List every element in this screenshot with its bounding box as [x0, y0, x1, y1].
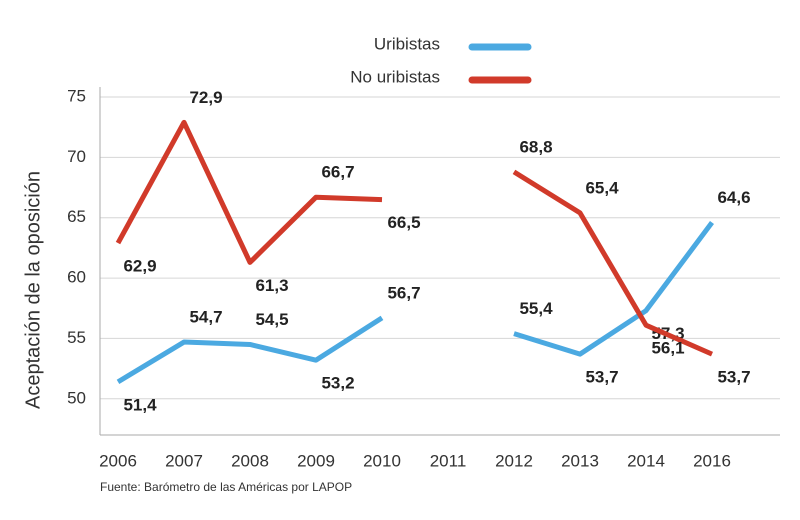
y-tick-label: 50	[67, 388, 86, 407]
y-tick-label: 60	[67, 268, 86, 287]
y-tick-label: 70	[67, 147, 86, 166]
data-label: 64,6	[717, 188, 750, 207]
data-label: 56,1	[651, 339, 684, 358]
data-label: 66,5	[387, 213, 420, 232]
x-tick-label: 2009	[297, 451, 335, 470]
x-tick-label: 2010	[363, 451, 401, 470]
data-label: 54,7	[189, 308, 222, 327]
y-tick-label: 75	[67, 86, 86, 105]
y-tick-label: 55	[67, 328, 86, 347]
data-label: 51,4	[123, 395, 157, 414]
x-tick-label: 2013	[561, 451, 599, 470]
data-label: 66,7	[321, 163, 354, 182]
data-label: 62,9	[123, 257, 156, 276]
x-tick-label: 2008	[231, 451, 269, 470]
x-tick-label: 2006	[99, 451, 137, 470]
series-line	[116, 221, 715, 385]
data-label: 54,5	[255, 310, 288, 329]
x-tick-label: 2016	[693, 451, 731, 470]
data-label: 61,3	[255, 276, 288, 295]
x-tick-label: 2014	[627, 451, 665, 470]
data-label: 56,7	[387, 283, 420, 302]
y-axis-label: Aceptación de la oposición	[22, 171, 44, 409]
y-tick-label: 65	[67, 207, 86, 226]
data-label: 68,8	[519, 137, 552, 156]
legend-label: No uribistas	[350, 67, 440, 86]
x-tick-label: 2007	[165, 451, 203, 470]
x-tick-label: 2011	[430, 451, 467, 470]
x-tick-label: 2012	[495, 451, 533, 470]
data-label: 53,2	[321, 374, 354, 393]
series-line	[115, 119, 714, 357]
data-label: 53,7	[585, 368, 618, 387]
data-label: 72,9	[189, 88, 222, 107]
data-label: 65,4	[585, 178, 619, 197]
data-label: 55,4	[519, 299, 553, 318]
data-label: 53,7	[717, 368, 750, 387]
legend-label: Uribistas	[374, 34, 440, 53]
source-note: Fuente: Barómetro de las Américas por LA…	[100, 480, 352, 494]
